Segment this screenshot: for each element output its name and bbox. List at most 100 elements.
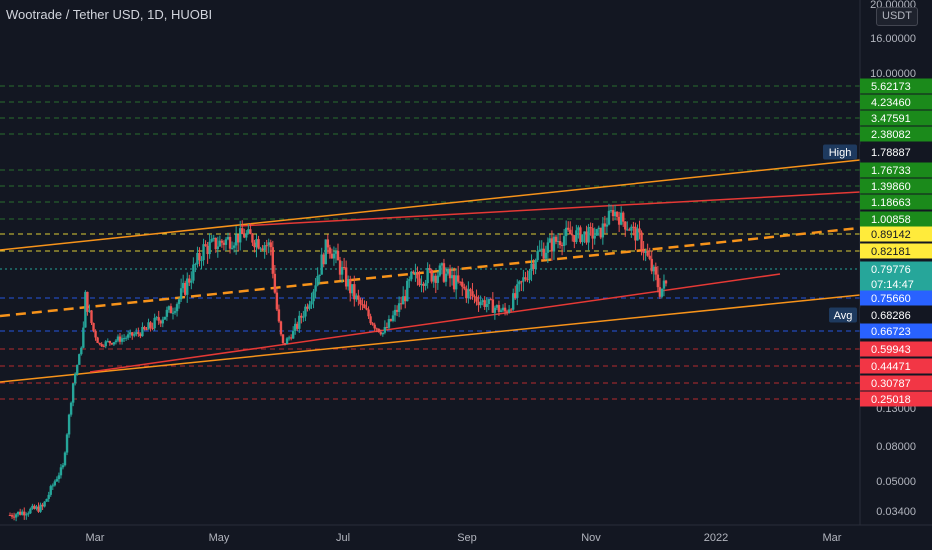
candle-body (383, 326, 387, 333)
level-tag-green (860, 211, 932, 227)
candle-body (399, 303, 403, 305)
candle-body (116, 336, 120, 341)
candle-body (593, 235, 596, 239)
level-tag-value: 0.75660 (871, 293, 911, 305)
candle-body (241, 228, 244, 235)
candle-body (479, 302, 482, 306)
candle-body (208, 241, 211, 255)
candle-body (243, 234, 246, 238)
level-tag-value: 1.18663 (871, 197, 911, 209)
candle-body (404, 296, 407, 302)
resistance-line[interactable] (239, 191, 861, 227)
level-tag-value: 0.59943 (871, 344, 911, 356)
candle-body (662, 280, 666, 289)
candle-body (159, 320, 162, 324)
candle-body (67, 414, 71, 435)
candle-body (149, 322, 152, 328)
candle-body (628, 229, 631, 231)
candle-body (434, 275, 437, 283)
candle-body (114, 340, 118, 343)
candle-body (389, 319, 393, 321)
x-tick-label: May (209, 532, 230, 544)
channel-upper-line[interactable] (0, 159, 861, 251)
candle-body (406, 280, 409, 302)
candle-body (128, 332, 132, 335)
candle-body (501, 307, 505, 311)
candle-body (43, 501, 46, 507)
candle-body (324, 239, 327, 265)
candle-body (255, 239, 258, 248)
candle-body (124, 337, 128, 339)
candle-body (163, 316, 167, 320)
level-tag-green (860, 94, 932, 110)
candle-body (137, 332, 140, 334)
level-tag-red (860, 358, 932, 374)
candle-body (314, 285, 317, 292)
candle-body (55, 479, 59, 482)
level-tag-value: 2.38082 (871, 129, 911, 141)
candle-body (202, 244, 205, 261)
candle-body (491, 299, 495, 313)
candle-body (61, 465, 65, 468)
y-tick-label: 20.00000 (870, 0, 916, 11)
candle-body (334, 250, 338, 254)
candle-body (442, 263, 446, 282)
candle-body (141, 326, 144, 337)
candle-body (473, 296, 476, 298)
candle-body (432, 275, 435, 282)
candle-body (133, 334, 136, 336)
level-tag-value: 0.30787 (871, 378, 911, 390)
candle-body (656, 274, 660, 288)
candle-body (94, 330, 97, 338)
candle-body (573, 235, 576, 243)
candle-body (308, 304, 311, 309)
candle-body (599, 227, 603, 238)
level-tag-value: 4.23460 (871, 97, 911, 109)
candle-body (420, 283, 423, 286)
candle-body (512, 293, 515, 310)
candles (8, 203, 668, 522)
candle-body (546, 242, 550, 253)
candle-body (139, 333, 142, 337)
currency-button[interactable]: USDT (876, 7, 918, 26)
level-tag-value: 3.47591 (871, 113, 911, 125)
candle-body (326, 239, 330, 248)
candle-body (31, 505, 34, 509)
candle-body (544, 252, 548, 259)
candle-body (450, 275, 454, 279)
candle-body (320, 254, 323, 275)
candle-body (253, 242, 256, 248)
candle-body (53, 481, 57, 486)
candle-body (273, 273, 277, 293)
candle-body (524, 277, 527, 280)
candle-body (607, 210, 611, 225)
candle-body (436, 275, 440, 283)
candle-body (194, 264, 197, 266)
candle-body (381, 332, 385, 335)
candle-body (338, 260, 342, 275)
candle-body (291, 330, 295, 339)
level-tag-last (860, 261, 932, 292)
candle-body (267, 242, 270, 246)
candle-body (310, 301, 313, 305)
candle-body (226, 236, 230, 240)
candle-body (204, 244, 207, 246)
level-tag-name-box (823, 144, 857, 160)
support-line[interactable] (89, 273, 781, 373)
candle-body (520, 281, 523, 283)
level-tag-blue (860, 323, 932, 339)
candle-body (556, 241, 560, 243)
candle-body (630, 226, 633, 231)
candle-body (548, 238, 552, 243)
candle-body (459, 281, 462, 283)
candle-body (261, 248, 264, 251)
x-tick-label: Mar (86, 532, 105, 544)
candle-body (29, 508, 32, 514)
candle-body (395, 309, 399, 312)
candle-body (110, 342, 114, 345)
candle-body (538, 249, 541, 252)
channel-lower-line[interactable] (0, 294, 861, 383)
candle-body (583, 231, 586, 235)
candle-body (41, 504, 44, 507)
